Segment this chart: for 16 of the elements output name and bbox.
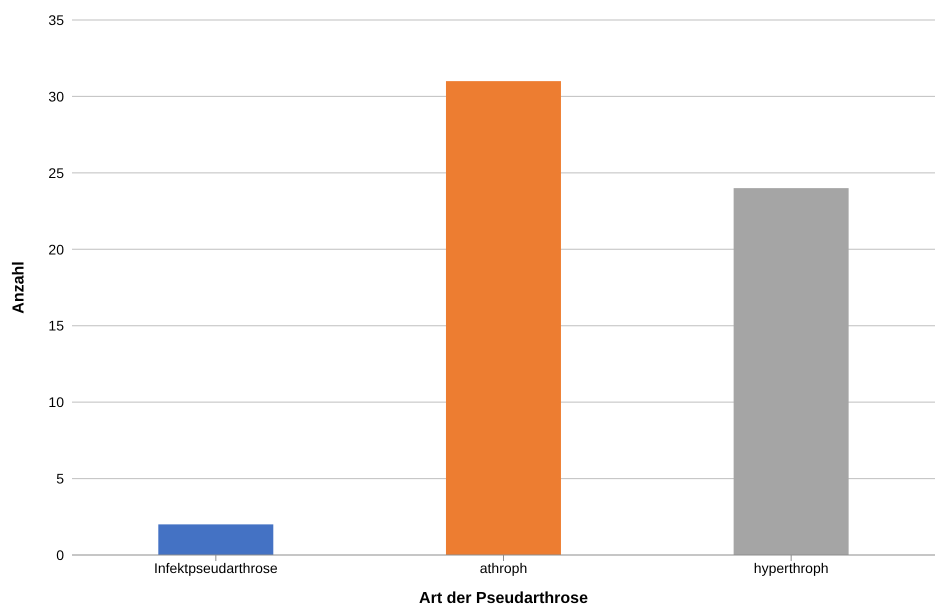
bar	[446, 81, 561, 555]
y-tick-label: 25	[48, 164, 64, 181]
y-tick-label: 30	[48, 88, 64, 104]
y-tick-label: 15	[48, 318, 64, 334]
y-tick-label: 5	[56, 470, 64, 487]
x-tick-label: Infektpseudarthrose	[154, 560, 278, 576]
x-tick-label: hyperthroph	[754, 560, 829, 576]
bar	[734, 188, 849, 555]
y-tick-label: 20	[48, 241, 64, 258]
x-axis-title: Art der Pseudarthrose	[419, 590, 588, 607]
x-tick-label: athroph	[480, 560, 528, 576]
y-tick-label: 0	[56, 546, 64, 563]
y-axis-title: Anzahl	[10, 261, 28, 314]
y-tick-label: 10	[48, 394, 64, 410]
bar	[158, 524, 274, 555]
y-tick-label: 35	[48, 12, 64, 28]
